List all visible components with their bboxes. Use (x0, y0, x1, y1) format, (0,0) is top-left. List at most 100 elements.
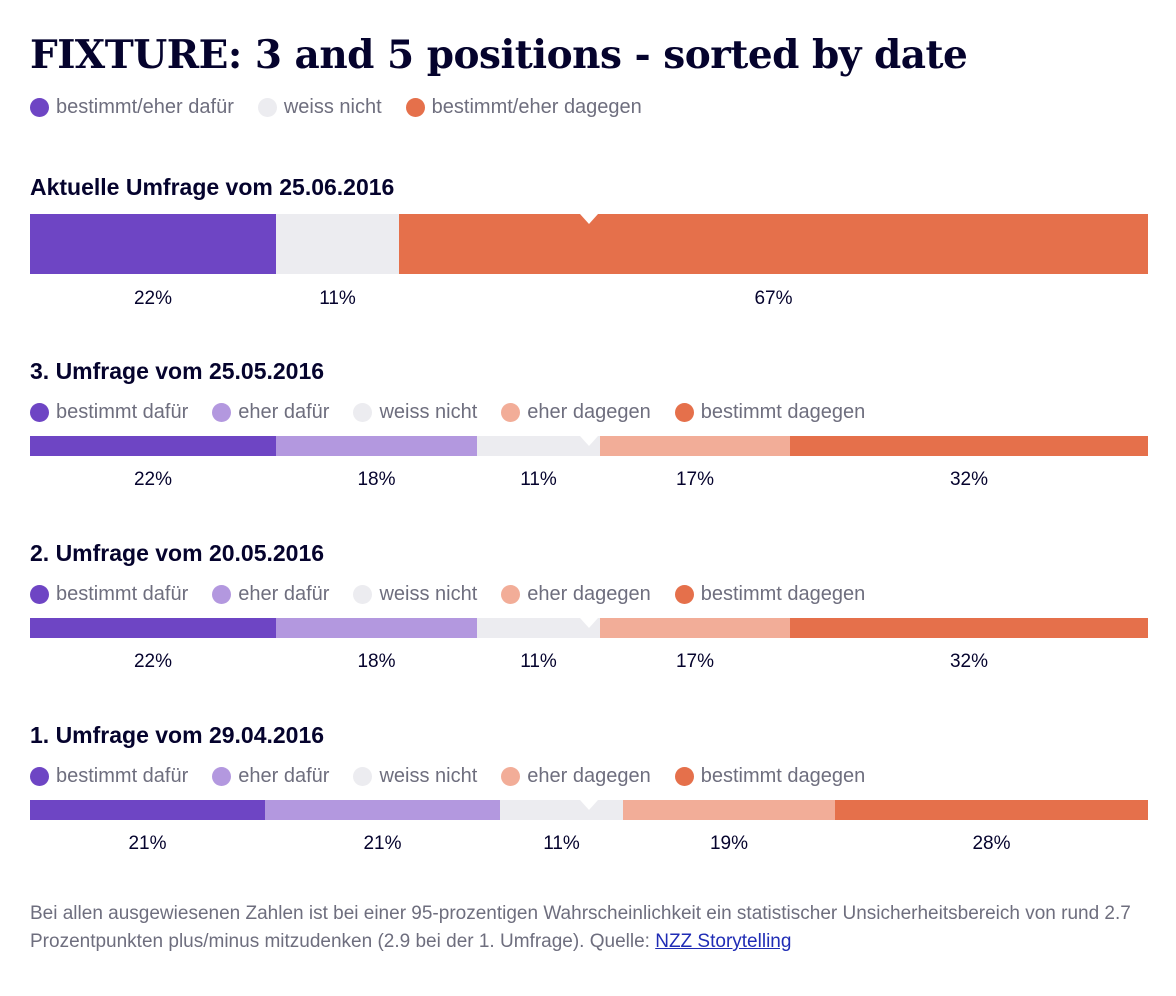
legend-label: eher dagegen (527, 400, 651, 423)
legend-label: eher dagegen (527, 582, 651, 605)
legend-label: weiss nicht (379, 764, 478, 787)
percent-label: 22% (133, 469, 173, 490)
percent-label: 11% (319, 288, 356, 309)
legend-label: eher dafür (238, 582, 330, 605)
legend-5-positions: bestimmt dafür eher dafür weiss nicht eh… (30, 761, 889, 791)
bar-segment (477, 618, 600, 638)
legend-label: bestimmt dagegen (700, 400, 866, 423)
bar-segment (600, 436, 790, 456)
survey-title: Aktuelle Umfrage vom 25.06.2016 (30, 174, 395, 200)
percent-label: 22% (133, 651, 173, 672)
percent-labels: 21% 21% 11% 19% 28% (30, 831, 1148, 857)
bar-segment (500, 800, 623, 820)
legend-label: eher dafür (238, 400, 330, 423)
legend-dot-icon (353, 402, 373, 422)
legend-label: eher dafür (238, 764, 330, 787)
legend-dot-icon (674, 584, 694, 604)
bar-segment (276, 618, 477, 638)
legend-label: bestimmt dafür (56, 764, 189, 787)
legend-label: bestimmt dafür (56, 582, 189, 605)
percent-label: 17% (675, 651, 715, 672)
bar-segment (30, 436, 276, 456)
chart-title: FIXTURE: 3 and 5 positions - sorted by d… (30, 32, 968, 78)
legend-item: bestimmt dagegen (674, 764, 866, 788)
legend-item: bestimmt dafür (30, 583, 188, 606)
legend-label: bestimmt dagegen (700, 582, 866, 605)
percent-label: 11% (520, 469, 557, 490)
source-link[interactable]: NZZ Storytelling (655, 931, 792, 952)
bar-segment (30, 214, 276, 274)
legend-item: bestimmt dafür (30, 401, 188, 424)
legend-item: eher dafür (212, 583, 329, 606)
percent-label: 18% (357, 651, 396, 672)
legend-label: weiss nicht (379, 582, 478, 605)
percent-label: 21% (363, 833, 402, 854)
legend-label: weiss nicht (283, 95, 382, 118)
bar-segment (30, 618, 276, 638)
legend-item: bestimmt dafür (30, 765, 188, 788)
survey-title: 1. Umfrage vom 29.04.2016 (30, 722, 325, 748)
legend-dot-icon (257, 97, 277, 117)
bar-segment (790, 436, 1148, 456)
legend-dot-icon (30, 584, 49, 604)
bar-segment (399, 214, 1148, 274)
legend-dot-icon (353, 766, 373, 786)
stacked-bar (30, 800, 1148, 820)
percent-label: 11% (520, 651, 557, 672)
legend-item: eher dagegen (501, 764, 651, 788)
percent-label: 19% (709, 833, 749, 854)
percent-label: 11% (543, 833, 580, 854)
percent-label: 28% (972, 833, 1011, 854)
legend-label: bestimmt dafür (56, 400, 189, 423)
legend-item: bestimmt/eher dagegen (405, 95, 642, 119)
midpoint-marker-icon (580, 436, 598, 446)
legend-dot-icon (30, 766, 49, 786)
percent-label: 18% (357, 469, 396, 490)
legend-item: bestimmt dagegen (674, 582, 866, 606)
legend-5-positions: bestimmt dafür eher dafür weiss nicht eh… (30, 397, 889, 427)
legend-label: eher dagegen (527, 764, 651, 787)
stacked-bar (30, 436, 1148, 456)
survey-title: 3. Umfrage vom 25.05.2016 (30, 358, 325, 384)
legend-label: bestimmt/eher dagegen (431, 95, 642, 118)
legend-label: bestimmt dagegen (700, 764, 866, 787)
percent-label: 67% (754, 288, 793, 309)
legend-item: bestimmt/eher dafür (30, 96, 234, 119)
legend-label: weiss nicht (379, 400, 478, 423)
legend-item: weiss nicht (257, 95, 382, 119)
legend-dot-icon (212, 584, 232, 604)
bar-segment (265, 800, 500, 820)
footnote: Bei allen ausgewiesenen Zahlen ist bei e… (30, 900, 1148, 956)
legend-item: eher dagegen (501, 400, 651, 424)
legend-dot-icon (674, 766, 694, 786)
legend-item: eher dafür (212, 401, 329, 424)
legend-dot-icon (501, 766, 521, 786)
legend-dot-icon (405, 97, 425, 117)
percent-label: 21% (128, 833, 167, 854)
legend-label: bestimmt/eher dafür (56, 95, 234, 118)
percent-label: 22% (133, 288, 173, 309)
percent-label: 32% (949, 651, 989, 672)
legend-item: eher dagegen (501, 582, 651, 606)
legend-item: eher dafür (212, 765, 329, 788)
midpoint-marker-icon (580, 800, 598, 810)
legend-dot-icon (212, 402, 232, 422)
legend-dot-icon (353, 584, 373, 604)
percent-label: 32% (949, 469, 989, 490)
legend-5-positions: bestimmt dafür eher dafür weiss nicht eh… (30, 579, 889, 609)
bar-segment (600, 618, 790, 638)
bar-segment (276, 436, 477, 456)
stacked-bar (30, 618, 1148, 638)
percent-labels: 22% 11% 67% (30, 286, 1148, 312)
bar-segment (835, 800, 1148, 820)
percent-label: 17% (675, 469, 715, 490)
footnote-text: Bei allen ausgewiesenen Zahlen ist bei e… (30, 903, 1131, 952)
bar-segment (790, 618, 1148, 638)
legend-3-positions: bestimmt/eher dafür weiss nicht bestimmt… (30, 92, 666, 122)
survey-title: 2. Umfrage vom 20.05.2016 (30, 540, 325, 566)
legend-dot-icon (30, 97, 49, 117)
bar-segment (477, 436, 600, 456)
midpoint-marker-icon (580, 214, 598, 224)
stacked-bar (30, 214, 1148, 274)
legend-item: bestimmt dagegen (674, 400, 866, 424)
